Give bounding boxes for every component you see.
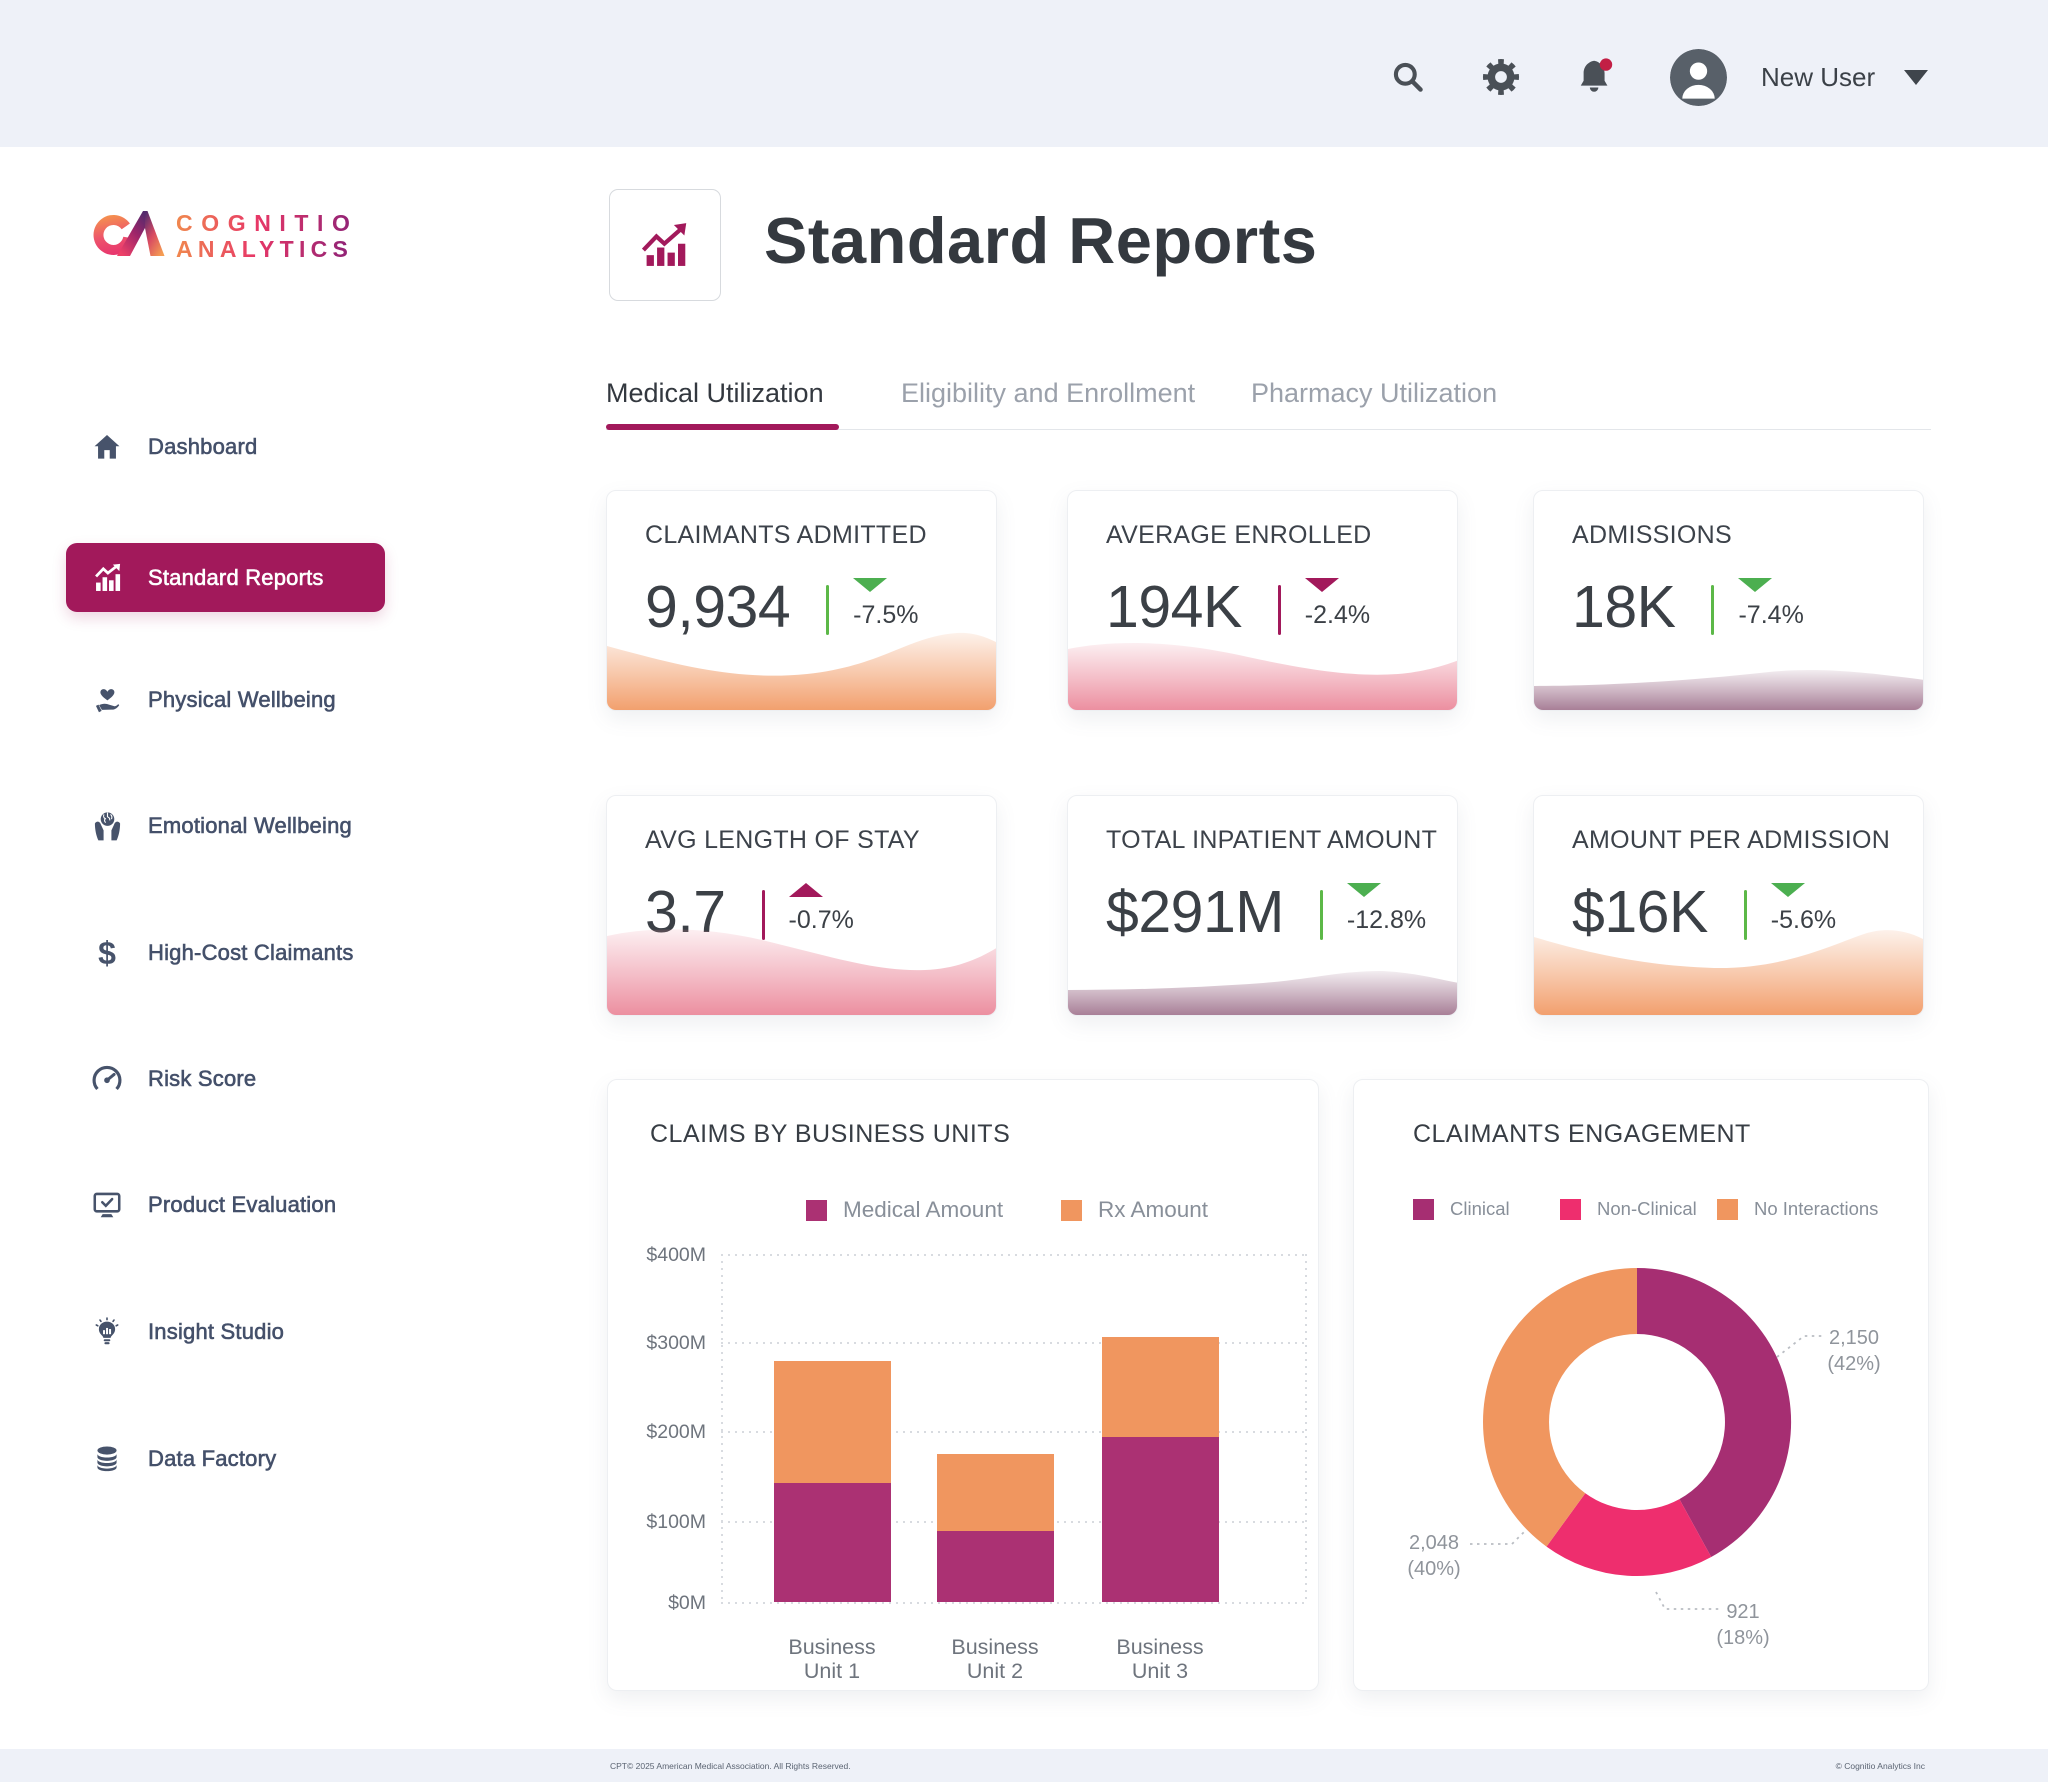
svg-text:$: $ <box>98 936 116 970</box>
svg-text:ANALYTICS: ANALYTICS <box>176 236 353 259</box>
svg-text:COGNITIO: COGNITIO <box>176 211 359 236</box>
